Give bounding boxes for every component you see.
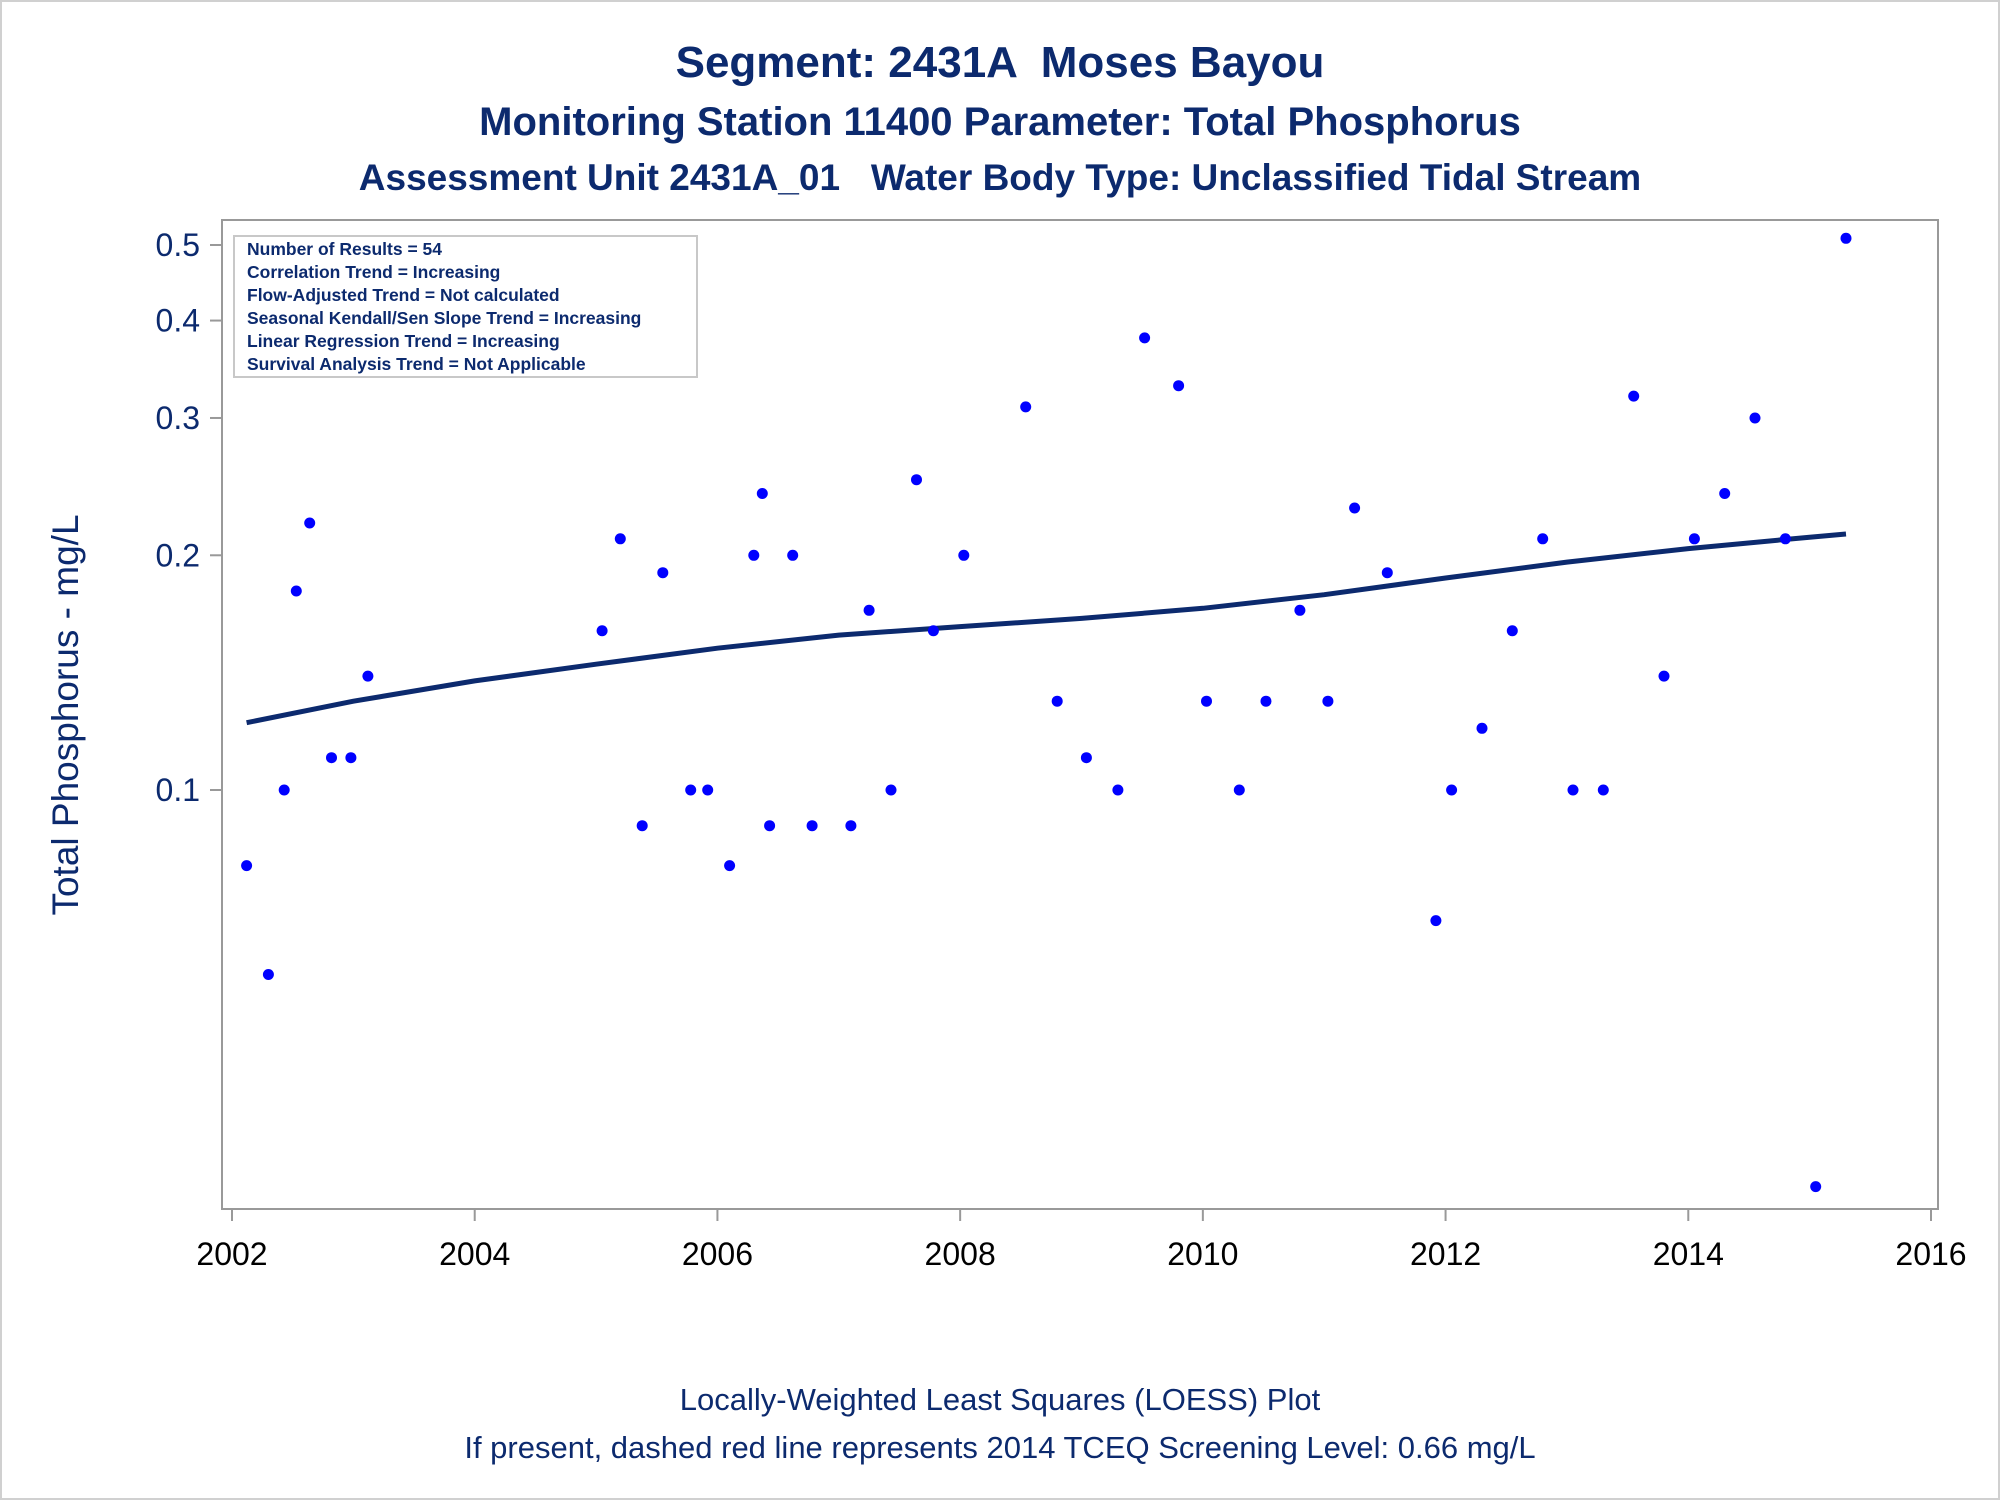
data-point: [278, 784, 290, 796]
data-point: [362, 670, 374, 682]
data-point: [326, 752, 337, 764]
data-point: [927, 625, 939, 637]
chart-subtitle: Monitoring Station 11400 Parameter: Tota…: [479, 100, 1521, 144]
data-point: [596, 625, 608, 637]
data-point: [1506, 625, 1518, 637]
data-point: [764, 820, 776, 832]
data-point: [1476, 722, 1488, 734]
data-point: [806, 820, 818, 832]
data-point: [724, 860, 736, 872]
x-tick-label: 2016: [1895, 1236, 1966, 1272]
data-point: [1112, 784, 1124, 796]
data-point: [1260, 695, 1272, 707]
data-point: [1567, 784, 1579, 796]
data-point: [1322, 695, 1334, 707]
data-point: [345, 752, 357, 764]
y-tick-label: 0.2: [156, 537, 200, 573]
data-point: [1658, 670, 1670, 682]
data-point: [1139, 332, 1151, 344]
data-point: [845, 820, 857, 832]
trend-summary-line: Seasonal Kendall/Sen Slope Trend = Incre…: [247, 308, 641, 328]
data-point: [787, 549, 799, 561]
data-point: [1537, 533, 1549, 545]
data-point: [1688, 533, 1700, 545]
data-point: [1719, 488, 1731, 499]
data-point: [748, 549, 760, 561]
y-tick-label: 0.4: [156, 303, 200, 339]
trend-summary-line: Flow-Adjusted Trend = Not calculated: [247, 285, 560, 305]
trend-summary-line: Number of Results = 54: [247, 239, 442, 259]
y-tick-label: 0.5: [156, 227, 200, 263]
data-point: [756, 488, 768, 499]
chart-title: Segment: 2431A Moses Bayou: [675, 38, 1325, 87]
data-point: [1810, 1181, 1822, 1193]
data-point: [1080, 752, 1092, 764]
data-point: [1294, 604, 1306, 616]
x-tick-label: 2014: [1653, 1236, 1724, 1272]
data-point: [1446, 784, 1458, 796]
data-point: [614, 533, 626, 545]
trend-summary-line: Survival Analysis Trend = Not Applicable: [247, 354, 586, 374]
x-tick-label: 2002: [196, 1236, 267, 1272]
data-point: [685, 784, 697, 796]
data-point: [262, 969, 274, 980]
data-point: [1430, 915, 1442, 927]
x-tick-label: 2006: [682, 1236, 753, 1272]
data-point: [863, 604, 875, 616]
data-point: [1597, 784, 1609, 796]
footnote-screening-level: If present, dashed red line represents 2…: [464, 1430, 1536, 1465]
data-point: [958, 549, 970, 561]
data-point: [1381, 567, 1393, 579]
trend-summary-box: Number of Results = 54 Correlation Trend …: [233, 235, 698, 378]
plot-area-frame: [221, 219, 1939, 1210]
trend-summary-line: Linear Regression Trend = Increasing: [247, 331, 560, 351]
chart-subtitle-2: Assessment Unit 2431A_01 Water Body Type…: [358, 157, 1642, 198]
y-axis-label: Total Phosphorus - mg/L: [45, 514, 86, 915]
footnote-loess: Locally-Weighted Least Squares (LOESS) P…: [679, 1382, 1321, 1417]
data-point: [1233, 784, 1245, 796]
data-point: [1051, 695, 1063, 707]
y-tick-label: 0.1: [156, 772, 200, 808]
trend-summary-line: Correlation Trend = Increasing: [247, 262, 500, 282]
data-point: [290, 585, 302, 597]
x-tick-label: 2008: [925, 1236, 996, 1272]
data-point: [1020, 401, 1032, 413]
x-tick-label: 2010: [1167, 1236, 1238, 1272]
data-point: [1201, 695, 1212, 707]
data-point: [304, 517, 316, 529]
loess-trend-line: [246, 531, 1847, 726]
data-point: [241, 860, 253, 872]
trend-summary-border: [233, 235, 698, 378]
data-point: [1779, 533, 1791, 545]
data-point: [702, 784, 714, 796]
y-tick-label: 0.3: [156, 400, 200, 436]
data-point: [1628, 390, 1640, 402]
data-point: [657, 567, 669, 579]
data-point: [1749, 412, 1761, 424]
data-point: [1840, 232, 1852, 244]
data-point: [1349, 502, 1361, 514]
data-point: [911, 474, 922, 486]
x-tick-label: 2012: [1410, 1236, 1481, 1272]
x-tick-label: 2004: [439, 1236, 510, 1272]
data-point: [1173, 380, 1185, 392]
data-point: [885, 784, 897, 796]
data-point: [636, 820, 648, 832]
